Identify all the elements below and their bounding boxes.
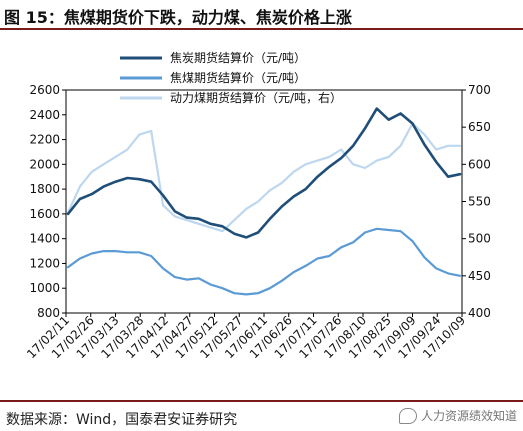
- chart-axes: 800 1000 1200 1400 1600 1800 2000 2200 2400 2600 4…: [24, 83, 491, 361]
- chart-series: [66, 107, 462, 296]
- y-left-tick-label: 1400: [29, 232, 60, 246]
- y-right-tick-label: 700: [468, 83, 491, 97]
- source-bar: 数据来源：Wind，国泰君安证券研究 人力资源绩效知道: [0, 400, 523, 431]
- legend-label-0: 焦炭期货结算价（元/吨）: [170, 50, 306, 65]
- y-left-tick-label: 2600: [29, 83, 60, 97]
- legend-label-1: 焦煤期货结算价（元/吨）: [170, 70, 306, 85]
- plot-frame: [65, 89, 463, 314]
- y-right-tick-label: 650: [468, 120, 491, 134]
- y-left-tick-label: 800: [37, 306, 60, 320]
- y-left-tick-label: 1000: [29, 281, 60, 295]
- series-line-1: [66, 227, 462, 296]
- chart-canvas: 焦炭期货结算价（元/吨）焦煤期货结算价（元/吨）动力煤期货结算价（元/吨，右） …: [24, 50, 491, 361]
- legend-label-2: 动力煤期货结算价（元/吨，右）: [170, 90, 342, 105]
- y-left-tick-label: 2000: [29, 157, 60, 171]
- source-note: 数据来源：Wind，国泰君安证券研究: [6, 412, 238, 428]
- y-left-tick-label: 2200: [29, 133, 60, 147]
- watermark-text: 人力资源绩效知道: [420, 409, 517, 423]
- series-line-2: [66, 122, 462, 233]
- y-right-tick-label: 500: [468, 232, 491, 246]
- title-bar: 图 15：焦煤期货价下跌，动力煤、焦炭价格上涨: [0, 0, 523, 30]
- y-left-tick-label: 1800: [29, 182, 60, 196]
- chart-legend: 焦炭期货结算价（元/吨） 焦煤期货结算价（元/吨） 动力煤期货结算价（元/吨，右）: [120, 50, 342, 105]
- y-right-tick-label: 400: [468, 306, 491, 320]
- y-right-tick-label: 550: [468, 195, 491, 209]
- y-left-tick-label: 1200: [29, 256, 60, 270]
- series-line-0: [66, 107, 462, 239]
- y-left-tick-label: 1600: [29, 207, 60, 221]
- watermark: 人力资源绩效知道: [398, 407, 517, 424]
- y-left-tick-label: 2400: [29, 108, 60, 122]
- wechat-logo-icon: [398, 407, 417, 424]
- y-right-tick-label: 600: [468, 157, 491, 171]
- chart-title: 图 15：焦煤期货价下跌，动力煤、焦炭价格上涨: [4, 8, 352, 27]
- y-right-tick-label: 450: [468, 269, 491, 283]
